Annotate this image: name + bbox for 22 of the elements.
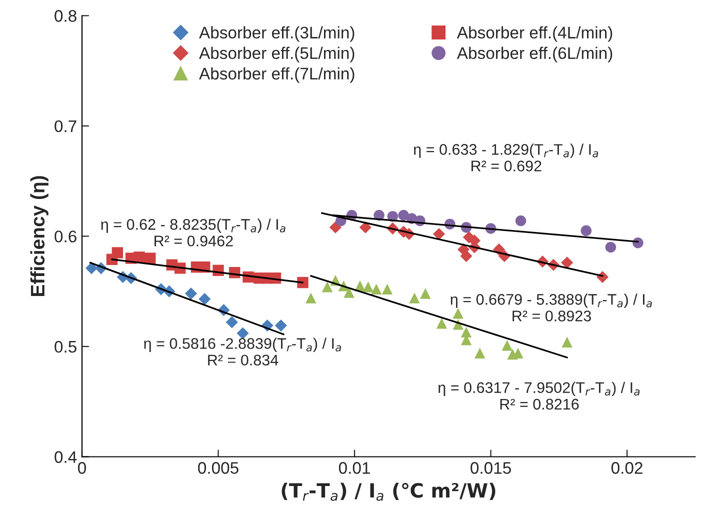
text: η = 0.633 - 1.829(T$_{r}$-T$_{a}$) / I$_{a}$ R² = 0.692: [414, 144, 598, 172]
y-tick-label: 0.5: [54, 340, 76, 353]
y-tick-label: 0.4: [54, 451, 77, 463]
legend-label: Absorber eff.(6L/min): [456, 46, 612, 62]
x-tick-label: 0.01: [338, 462, 370, 474]
y-tick-label: 0.8: [54, 10, 76, 22]
x-tick-label: 0.015: [470, 462, 511, 474]
y-tick-label: 0.7: [54, 120, 76, 132]
legend-label: Absorber eff.(3L/min): [199, 26, 354, 42]
legend-label: Absorber eff.(5L/min): [199, 46, 354, 62]
text: η = 0.6679 - 5.3889(T$_{r}$-T$_{a}$) / I$_{a}$ R² = 0.8923: [450, 294, 652, 322]
x-tick-label: 0.02: [611, 462, 642, 474]
x-tick-label: 0: [78, 462, 86, 474]
y-tick-label: 0.6: [54, 230, 76, 242]
text: η = 0.5816 -2.8839(T$_{r}$-T$_{a}$) / I$_{a}$ R² = 0.834: [144, 338, 341, 366]
legend-label: Absorber eff.(7L/min): [199, 67, 354, 83]
x-tick-label: 0.005: [198, 462, 238, 474]
y-axis-title: Efficiency (η): [30, 176, 48, 296]
x-axis-title: (T$_{r}$-T$_{a}$) / I$_{a}$ (℃ m²/W): [282, 482, 496, 501]
text: η = 0.62 - 8.8235(T$_{r}$-T$_{a}$) / I$_{a}$ R² = 0.9462: [101, 218, 286, 246]
legend-label: Absorber eff.(4L/min): [456, 26, 612, 42]
text: η = 0.6317 - 7.9502(T$_{r}$-T$_{a}$) / I$_{a}$ R² = 0.8216: [438, 382, 640, 410]
